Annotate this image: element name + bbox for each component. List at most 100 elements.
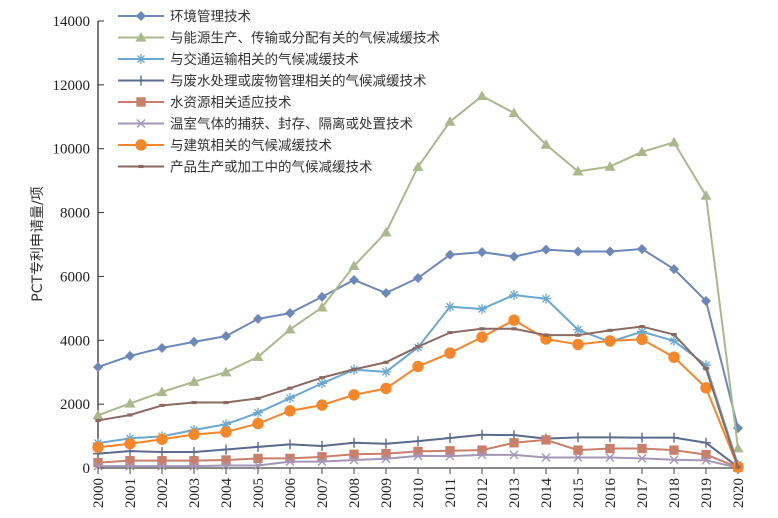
data-point: [189, 455, 199, 466]
data-point: [221, 331, 231, 342]
data-point: [637, 432, 647, 443]
data-point: [188, 428, 200, 441]
data-point: [381, 288, 391, 299]
data-point: [157, 455, 167, 466]
data-point: [543, 333, 549, 337]
data-point: [413, 451, 423, 461]
series-3: [93, 429, 743, 473]
dash-icon: [138, 164, 144, 169]
x-tick-label: 2020: [731, 478, 747, 508]
data-point: [253, 460, 263, 470]
data-point: [221, 455, 231, 465]
data-point: [701, 296, 711, 307]
data-point: [444, 116, 456, 126]
data-point: [636, 333, 648, 346]
data-point: [701, 360, 711, 371]
data-point: [669, 335, 679, 346]
data-point: [572, 338, 584, 351]
plus-icon: [136, 75, 146, 86]
data-point: [124, 438, 136, 450]
data-point: [413, 273, 423, 284]
data-point: [604, 161, 616, 171]
data-point: [383, 360, 389, 364]
data-point: [317, 457, 327, 467]
legend-label: 与废水处理或废物管理相关的气候减缓技术: [170, 74, 427, 90]
data-point: [349, 455, 359, 465]
data-point: [669, 445, 679, 455]
data-point: [223, 400, 229, 405]
data-point: [509, 251, 519, 262]
data-point: [380, 382, 392, 395]
data-point: [605, 246, 615, 257]
data-point: [157, 461, 167, 471]
y-tick-label: 12000: [53, 78, 91, 94]
x-tick-label: 2010: [411, 478, 427, 508]
data-point: [477, 445, 487, 455]
data-point: [511, 327, 517, 331]
y-tick-label: 10000: [53, 142, 91, 158]
y-tick-label: 14000: [53, 14, 91, 30]
data-point: [732, 442, 744, 453]
x-icon: [136, 119, 146, 128]
data-point: [700, 382, 712, 394]
data-point: [701, 455, 711, 465]
series-6: [92, 314, 744, 473]
data-point: [445, 451, 455, 461]
data-point: [701, 449, 711, 460]
series-0: [93, 243, 743, 434]
data-point: [95, 418, 101, 423]
data-point: [92, 441, 104, 453]
x-tick-label: 2018: [667, 478, 683, 508]
data-point: [541, 452, 551, 462]
data-point: [541, 435, 551, 445]
data-point: [605, 432, 615, 443]
data-point: [572, 165, 584, 176]
x-tick-label: 2014: [539, 478, 555, 509]
data-point: [509, 289, 519, 300]
legend-item: 水资源相关适应技术: [118, 94, 292, 111]
data-point: [605, 452, 615, 462]
data-point: [221, 460, 231, 470]
data-point: [477, 247, 487, 258]
data-point: [157, 447, 167, 458]
legend-label: 水资源相关适应技术: [170, 94, 292, 111]
data-point: [220, 426, 232, 438]
data-point: [575, 333, 581, 337]
data-point: [156, 386, 168, 397]
y-tick-label: 0: [83, 461, 91, 477]
data-point: [668, 351, 680, 363]
x-tick-label: 2000: [91, 478, 107, 508]
x-tick-label: 2005: [251, 478, 267, 508]
data-point: [92, 409, 104, 420]
data-point: [159, 403, 165, 407]
circle-icon: [135, 139, 147, 151]
data-point: [476, 331, 488, 343]
y-tick-label: 4000: [60, 333, 90, 349]
data-point: [447, 331, 453, 335]
data-point: [317, 291, 327, 302]
x-tick-label: 2001: [123, 478, 139, 508]
data-point: [317, 452, 327, 462]
y-axis-title: PCT专利申请量/项: [30, 186, 46, 302]
series-1: [92, 90, 744, 453]
data-point: [253, 441, 263, 452]
data-point: [669, 455, 679, 465]
x-tick-label: 2015: [571, 478, 587, 508]
data-point: [381, 438, 391, 449]
legend-item: 与废水处理或废物管理相关的气候减缓技术: [118, 74, 427, 90]
data-point: [127, 413, 133, 417]
data-point: [477, 303, 487, 314]
x-tick-label: 2019: [699, 478, 715, 508]
x-tick-label: 2006: [283, 478, 299, 509]
data-point: [445, 249, 455, 260]
data-point: [413, 446, 423, 457]
data-point: [637, 453, 647, 463]
series-lines: [92, 90, 744, 473]
data-point: [381, 454, 391, 464]
data-point: [573, 324, 583, 335]
data-point: [381, 366, 391, 377]
data-point: [284, 323, 296, 334]
data-point: [413, 436, 423, 447]
